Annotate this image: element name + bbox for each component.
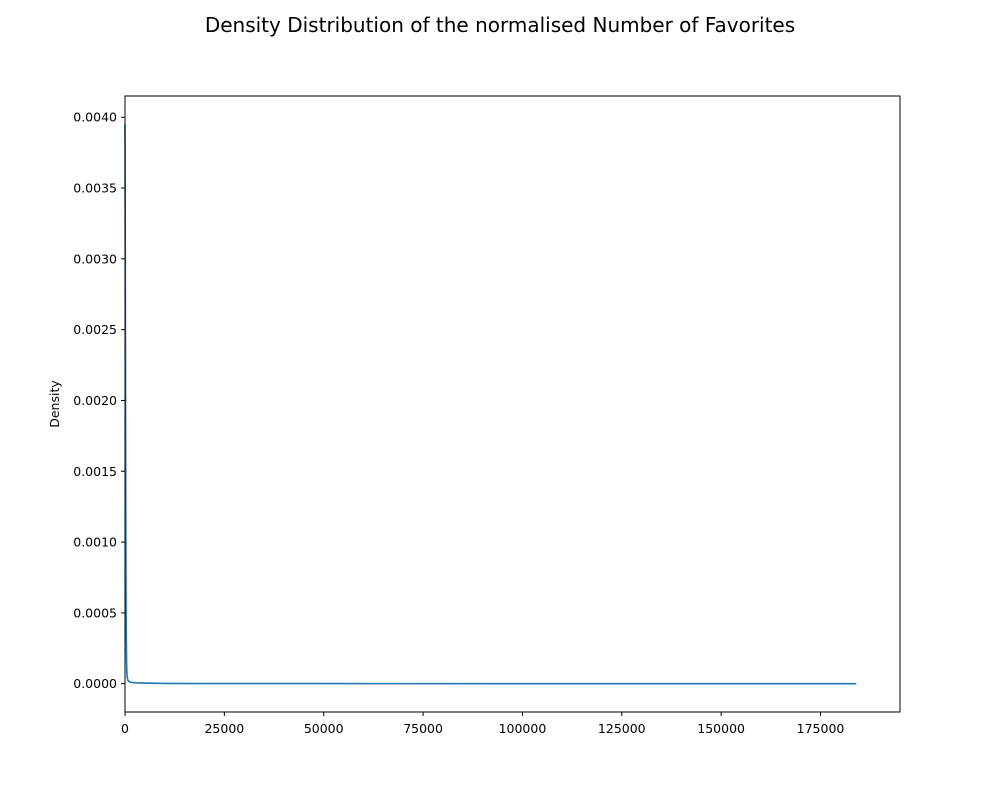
y-tick-label: 0.0015: [73, 464, 117, 479]
y-tick-label: 0.0030: [73, 251, 117, 266]
x-tick-label: 75000: [403, 721, 443, 736]
x-tick-label: 25000: [204, 721, 244, 736]
x-axis-ticks: 0 25000 50000 75000 100000 125000 150000 175000: [121, 712, 844, 736]
y-tick-label: 0.0010: [73, 535, 117, 550]
x-tick-label: 50000: [304, 721, 344, 736]
x-tick-label: 125000: [598, 721, 646, 736]
y-axis-label: Density: [47, 380, 62, 428]
y-tick-label: 0.0040: [73, 110, 117, 125]
y-axis-ticks: 0.0000 0.0005 0.0010 0.0015 0.0020 0.0025 0.00…: [73, 110, 125, 691]
y-tick-label: 0.0000: [73, 676, 117, 691]
y-tick-label: 0.0020: [73, 393, 117, 408]
y-tick-label: 0.0035: [73, 181, 117, 196]
density-line-series-0: [124, 124, 857, 685]
y-tick-label: 0.0005: [73, 605, 117, 620]
plot-area-frame: [124, 95, 901, 713]
x-tick-label: 100000: [499, 721, 547, 736]
x-tick-label: 0: [121, 721, 129, 736]
series-layer: [124, 124, 857, 685]
x-tick-label: 150000: [697, 721, 745, 736]
x-tick-label: 175000: [797, 721, 845, 736]
y-tick-label: 0.0025: [73, 322, 117, 337]
chart-title: Density Distribution of the normalised N…: [205, 13, 795, 37]
